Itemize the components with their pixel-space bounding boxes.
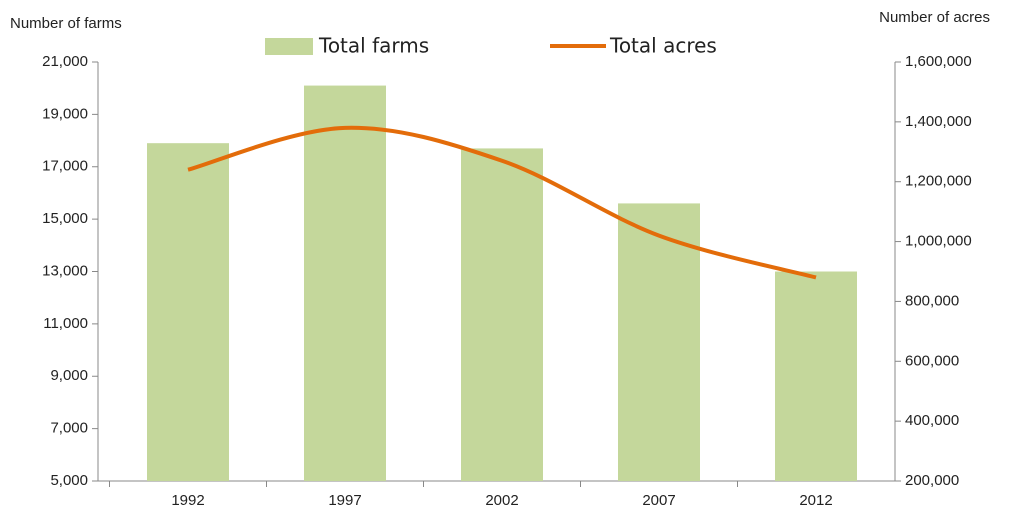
y-tick-label: 5,000 [50, 472, 88, 489]
bar [304, 85, 386, 481]
legend-label: Total farms [318, 34, 429, 58]
x-tick-label: 1992 [171, 492, 204, 509]
y-tick-label: 17,000 [42, 158, 88, 175]
x-tick-label: 1997 [328, 492, 361, 509]
y-tick-label: 21,000 [42, 53, 88, 70]
x-tick-label: 2002 [485, 492, 518, 509]
bar [775, 271, 857, 481]
legend-swatch [265, 38, 313, 55]
y2-tick-label: 200,000 [905, 472, 959, 489]
x-tick-label: 2007 [642, 492, 675, 509]
y-tick-label: 7,000 [50, 420, 88, 437]
y-axis-title: Number of farms [10, 15, 122, 32]
y2-tick-label: 800,000 [905, 292, 959, 309]
bar [147, 143, 229, 481]
line [187, 125, 817, 280]
bar [461, 148, 543, 481]
x-tick-label: 2012 [799, 492, 832, 509]
y-tick-label: 19,000 [42, 105, 88, 122]
y-tick-label: 11,000 [43, 315, 88, 332]
y2-tick-label: 1,000,000 [905, 233, 972, 250]
legend-label: Total acres [609, 34, 717, 58]
y2-tick-label: 1,200,000 [905, 173, 972, 190]
y-tick-label: 13,000 [42, 262, 88, 279]
y2-tick-label: 1,400,000 [905, 113, 972, 130]
bar [618, 203, 700, 481]
y2-tick-label: 400,000 [905, 412, 959, 429]
y2-axis-title: Number of acres [879, 9, 990, 26]
y2-tick-label: 600,000 [905, 352, 959, 369]
y2-tick-label: 1,600,000 [905, 53, 972, 70]
y-tick-label: 9,000 [50, 367, 88, 384]
y-tick-label: 15,000 [42, 210, 88, 227]
